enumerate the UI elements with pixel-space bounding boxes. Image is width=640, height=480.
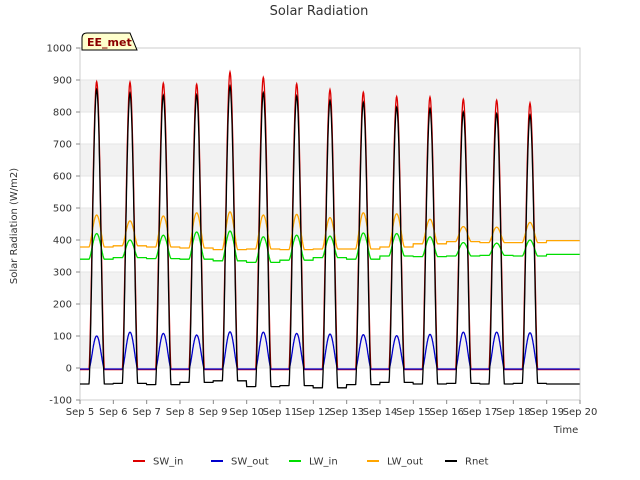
x-tick-label: Sep 19 <box>529 407 564 418</box>
x-tick-label: Sep 15 <box>396 407 431 418</box>
series-line-lw-in <box>80 230 580 264</box>
y-tick-label: 800 <box>53 108 72 119</box>
x-axis-title: Time <box>553 425 578 436</box>
chart-title: Solar Radiation <box>270 4 369 19</box>
y-tick-label: 0 <box>66 364 72 375</box>
x-tick-label: Sep 6 <box>99 407 127 418</box>
y-tick-label: 700 <box>53 140 72 151</box>
x-tick-label: Sep 8 <box>166 407 194 418</box>
x-tick-label: Sep 7 <box>132 407 160 418</box>
legend-label: Rnet <box>465 457 488 468</box>
legend-label: SW_in <box>153 457 183 468</box>
series-lines <box>80 69 580 389</box>
x-tick-label: Sep 11 <box>263 407 298 418</box>
y-tick-label: 900 <box>53 76 72 87</box>
series-line-sw-out <box>80 331 580 370</box>
y-tick-label: 100 <box>53 332 72 343</box>
x-tick-label: Sep 14 <box>363 407 398 418</box>
x-tick-label: Sep 18 <box>496 407 531 418</box>
grid-band <box>80 208 580 240</box>
x-tick-label: Sep 20 <box>563 407 598 418</box>
x-tick-label: Sep 17 <box>463 407 498 418</box>
legend-label: SW_out <box>231 457 269 468</box>
station-badge: EE_met <box>81 32 138 51</box>
grid-band <box>80 336 580 368</box>
badge-shape <box>81 32 138 51</box>
x-tick-label: Sep 12 <box>296 407 331 418</box>
x-tick-label: Sep 5 <box>66 407 94 418</box>
badge-label: EE_met <box>87 36 132 49</box>
y-axis-ticks: -100 0 100 200 300 400 500 600 700 800 900 1000 <box>47 44 80 407</box>
x-tick-label: Sep 13 <box>329 407 364 418</box>
grid-band <box>80 144 580 176</box>
y-tick-label: 400 <box>53 236 72 247</box>
y-tick-label: 1000 <box>47 44 72 55</box>
series-line-rnet <box>80 83 580 389</box>
y-tick-label: 500 <box>53 204 72 215</box>
x-tick-label: Sep 10 <box>229 407 264 418</box>
legend: SW_in SW_out LW_in LW_out Rnet <box>133 457 488 468</box>
grid-band <box>80 272 580 304</box>
legend-label: LW_in <box>309 457 338 468</box>
y-tick-label: 300 <box>53 268 72 279</box>
y-tick-label: -100 <box>49 396 72 407</box>
y-tick-label: 200 <box>53 300 72 311</box>
x-tick-label: Sep 9 <box>199 407 227 418</box>
series-line-sw-in <box>80 69 580 371</box>
legend-label: LW_out <box>387 457 423 468</box>
y-tick-label: 600 <box>53 172 72 183</box>
y-axis-title: Solar Radiation (W/m2) <box>9 168 20 284</box>
grid-band <box>80 80 580 112</box>
series-line-lw-out <box>80 211 580 251</box>
plot-frame <box>79 47 581 401</box>
x-tick-label: Sep 16 <box>429 407 464 418</box>
